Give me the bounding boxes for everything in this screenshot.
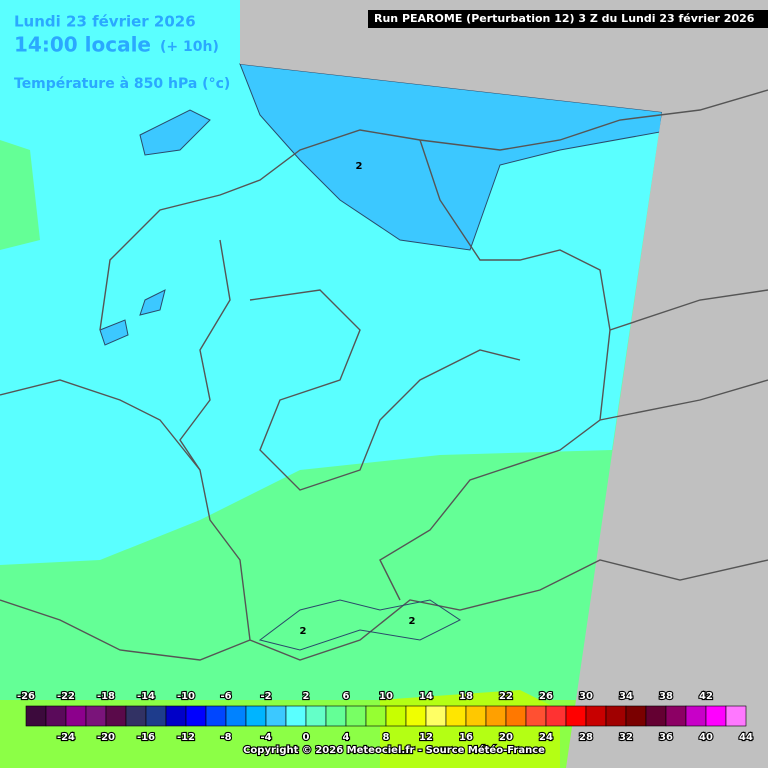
scale-label: 10 xyxy=(379,691,393,702)
scale-swatch xyxy=(85,705,107,727)
scale-label: 18 xyxy=(459,691,473,702)
scale-label: 38 xyxy=(659,691,673,702)
scale-label: 32 xyxy=(619,732,633,743)
scale-label: -4 xyxy=(260,732,271,743)
border xyxy=(0,379,768,661)
scale-swatch xyxy=(525,705,547,727)
scale-label: -26 xyxy=(17,691,35,702)
field-green-patch xyxy=(0,140,40,250)
scale-label: -8 xyxy=(220,732,231,743)
scale-swatch xyxy=(645,705,667,727)
scale-label: -16 xyxy=(137,732,155,743)
scale-swatch xyxy=(425,705,447,727)
scale-label: 24 xyxy=(539,732,553,743)
scale-label: 26 xyxy=(539,691,553,702)
scale-label: -12 xyxy=(177,732,195,743)
scale-swatch xyxy=(45,705,67,727)
scale-label: 42 xyxy=(699,691,713,702)
border xyxy=(249,289,521,491)
scale-label: 22 xyxy=(499,691,513,702)
contour-label: 2 xyxy=(300,626,307,637)
scale-label: 36 xyxy=(659,732,673,743)
outside-domain xyxy=(240,0,768,768)
scale-swatch xyxy=(685,705,707,727)
scale-swatch xyxy=(385,705,407,727)
run-info: Run PEAROME (Perturbation 12) 3 Z du Lun… xyxy=(374,12,755,25)
copyright: Copyright © 2026 Meteociel.fr - Source M… xyxy=(243,744,545,756)
scale-label: 30 xyxy=(579,691,593,702)
scale-swatch xyxy=(145,705,167,727)
scale-swatch xyxy=(105,705,127,727)
scale-label: -22 xyxy=(57,691,75,702)
scale-swatch xyxy=(285,705,307,727)
scale-label: 34 xyxy=(619,691,633,702)
scale-label: 44 xyxy=(739,732,753,743)
scale-label: 6 xyxy=(343,691,350,702)
scale-swatch xyxy=(305,705,327,727)
scale-label: 4 xyxy=(343,732,350,743)
scale-swatch xyxy=(205,705,227,727)
time: 14:00 locale xyxy=(14,33,151,57)
run-box xyxy=(368,10,768,28)
scale-label: 14 xyxy=(419,691,433,702)
scale-swatch xyxy=(325,705,347,727)
contour-label: 2 xyxy=(356,161,363,172)
scale-swatch xyxy=(725,705,747,727)
scale-label: 12 xyxy=(419,732,433,743)
border xyxy=(0,289,768,661)
scale-swatch xyxy=(505,705,527,727)
scale-swatch xyxy=(625,705,647,727)
contour-label: 2 xyxy=(409,616,416,627)
scale-swatch xyxy=(565,705,587,727)
border xyxy=(379,139,611,601)
scale-label: -6 xyxy=(220,691,231,702)
scale-label: -20 xyxy=(97,732,115,743)
scale-label: 40 xyxy=(699,732,713,743)
scale-swatch xyxy=(485,705,507,727)
scale-label: -10 xyxy=(177,691,195,702)
scale-label: -24 xyxy=(57,732,75,743)
scale-swatch xyxy=(665,705,687,727)
date: Lundi 23 février 2026 xyxy=(14,13,196,31)
scale-swatch xyxy=(405,705,427,727)
scale-swatch xyxy=(125,705,147,727)
color-scale: -26-24-22-20-18-16-14-12-10-8-6-4-202468… xyxy=(16,690,754,744)
field-blue-patch xyxy=(139,109,211,156)
scale-swatch xyxy=(265,705,287,727)
scale-label: 2 xyxy=(303,691,310,702)
lead-time: (+ 10h) xyxy=(160,39,219,55)
field-blue-patch xyxy=(99,319,129,346)
scale-label: -14 xyxy=(137,691,155,702)
scale-label: 16 xyxy=(459,732,473,743)
border xyxy=(179,239,231,471)
scale-swatch xyxy=(245,705,267,727)
border xyxy=(99,89,768,331)
scale-swatch xyxy=(225,705,247,727)
field-blue-patch xyxy=(139,289,166,316)
scale-swatch xyxy=(165,705,187,727)
contour xyxy=(258,599,461,651)
scale-label: 28 xyxy=(579,732,593,743)
scale-swatch xyxy=(345,705,367,727)
scale-swatch xyxy=(705,705,727,727)
scale-label: 0 xyxy=(303,732,310,743)
scale-swatch xyxy=(25,705,47,727)
scale-swatch xyxy=(465,705,487,727)
scale-label: -2 xyxy=(260,691,271,702)
scale-swatch xyxy=(445,705,467,727)
scale-swatch xyxy=(545,705,567,727)
field-name: Température à 850 hPa (°c) xyxy=(14,76,230,92)
scale-swatch xyxy=(185,705,207,727)
scale-label: -18 xyxy=(97,691,115,702)
scale-swatch xyxy=(365,705,387,727)
scale-label: 20 xyxy=(499,732,513,743)
scale-swatch xyxy=(585,705,607,727)
scale-label: 8 xyxy=(383,732,390,743)
scale-swatch xyxy=(65,705,87,727)
scale-swatch xyxy=(605,705,627,727)
